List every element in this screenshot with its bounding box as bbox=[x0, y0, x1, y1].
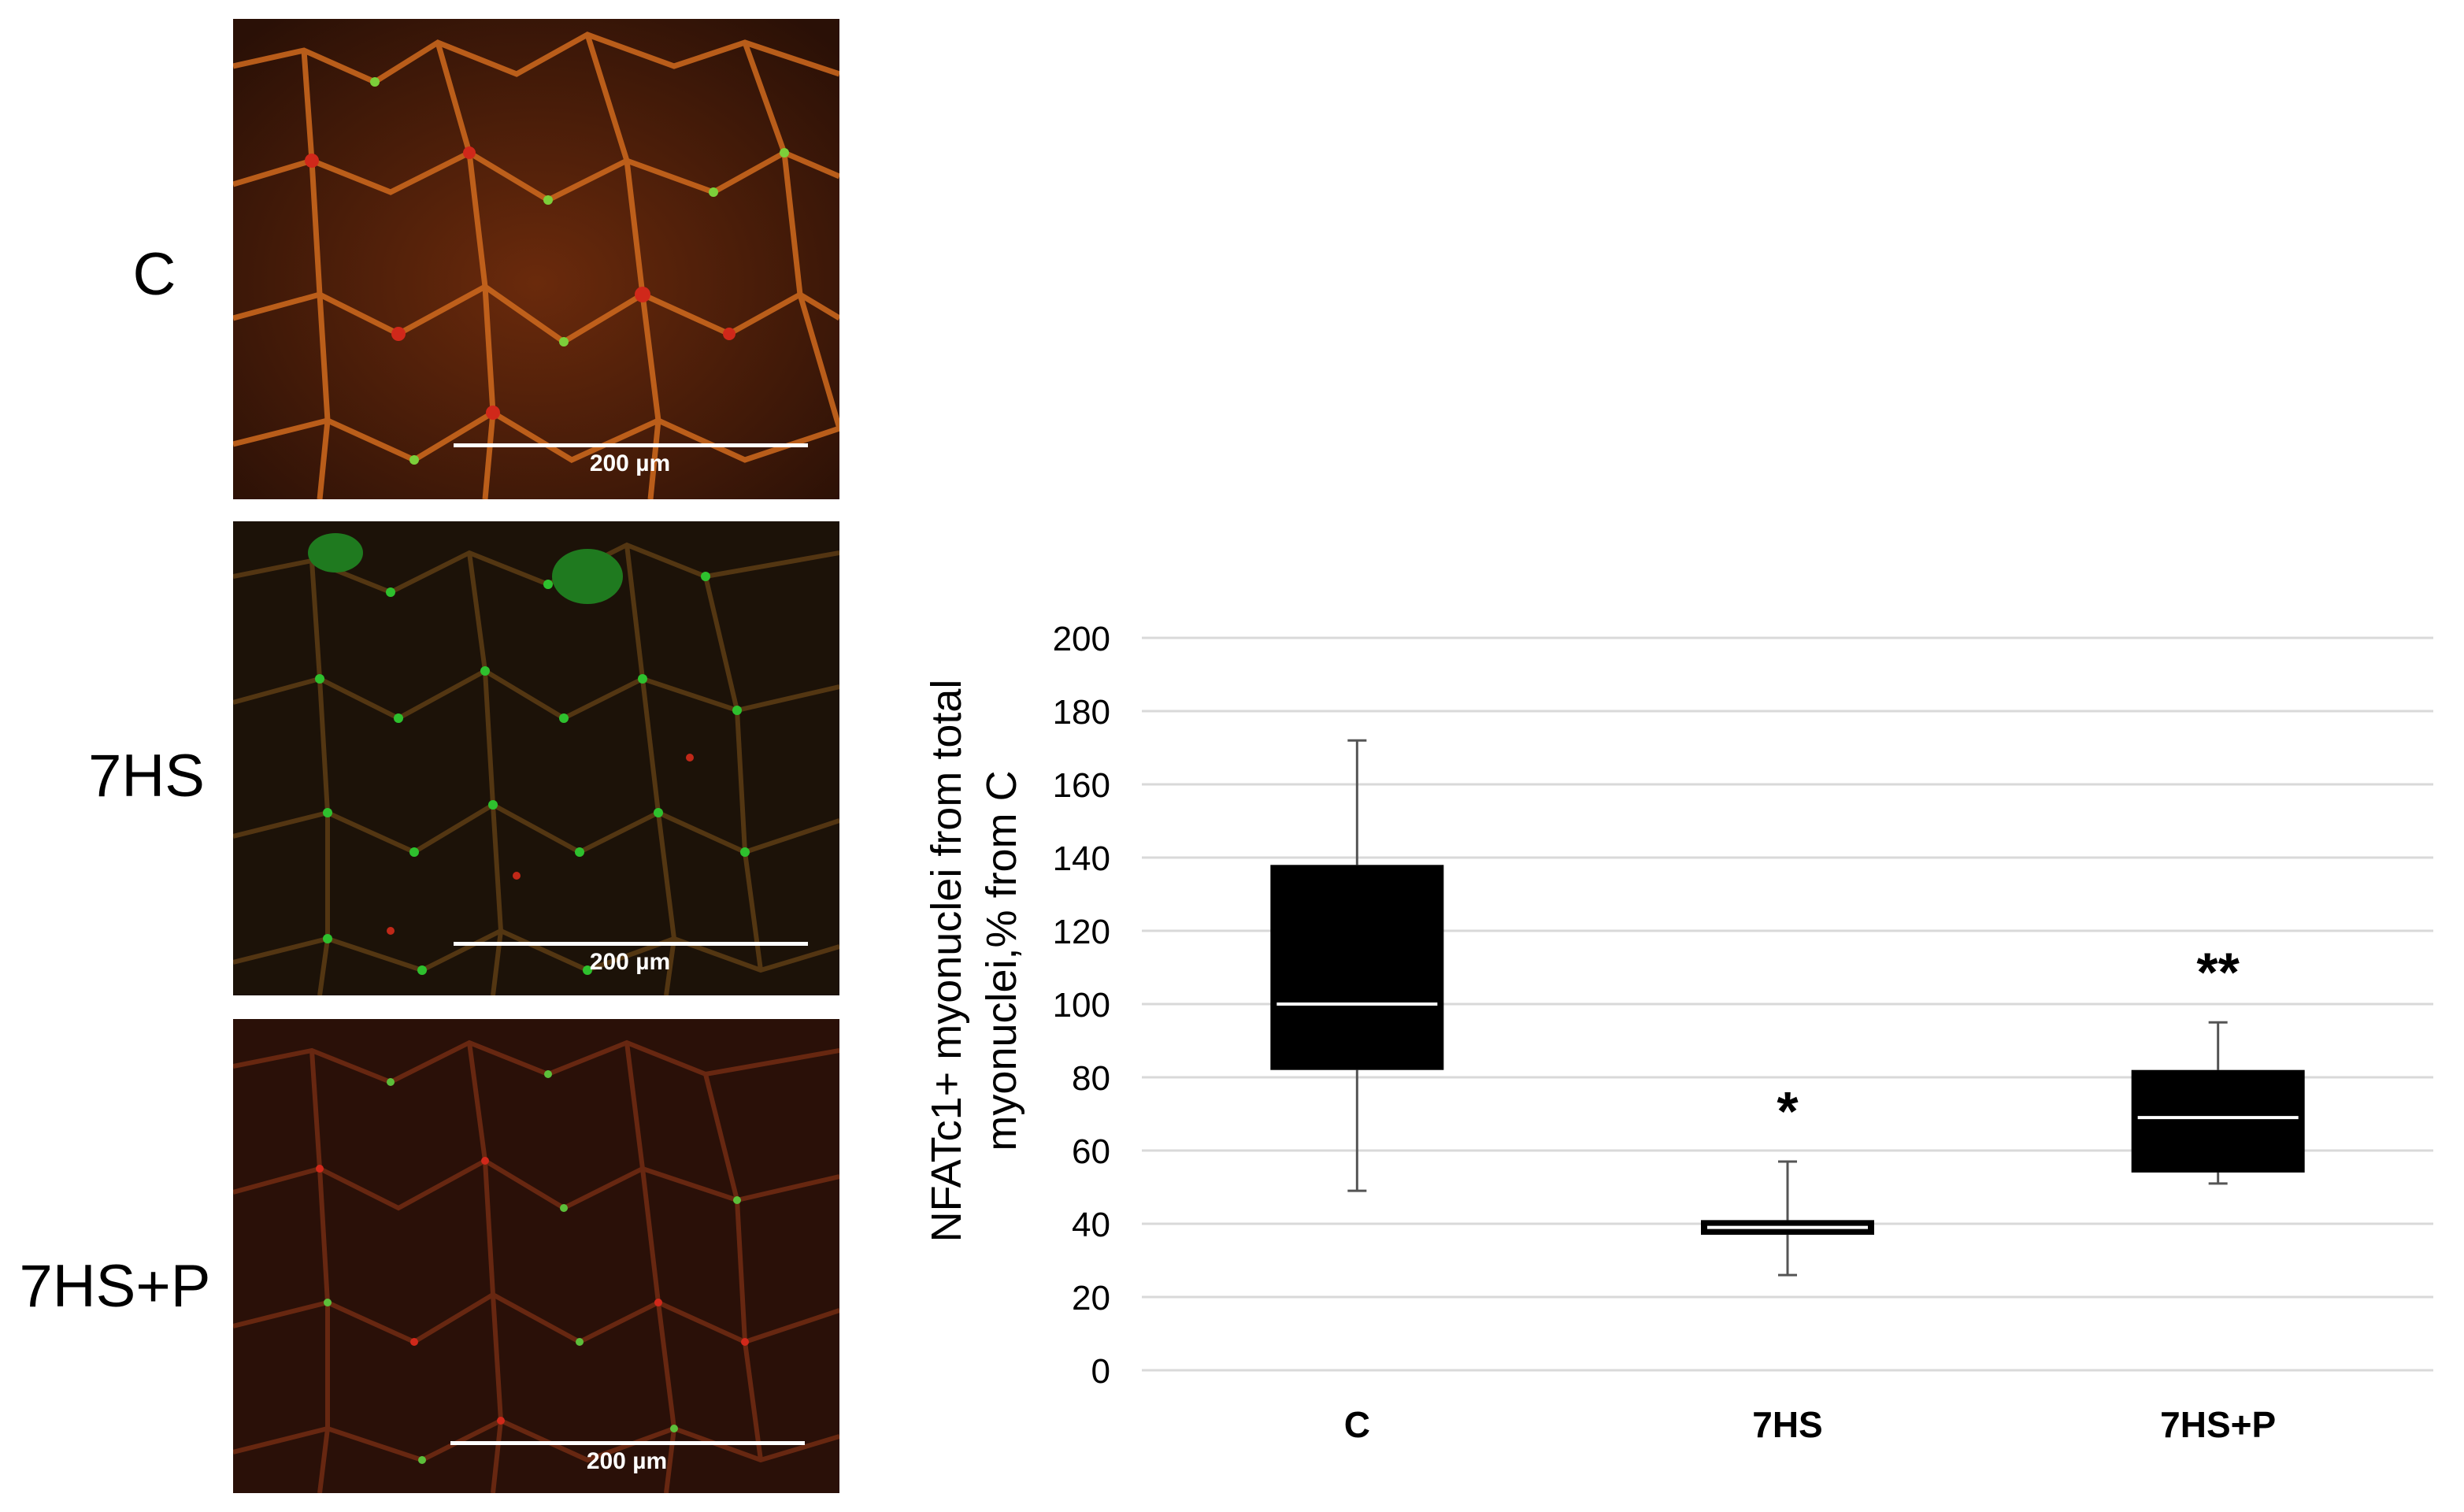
panel-label-7hsp: 7HS+P bbox=[19, 1253, 211, 1320]
significance-7hsp: ** bbox=[2196, 941, 2240, 1002]
panel-label-c: C bbox=[132, 241, 176, 308]
box-7hsp bbox=[2131, 1069, 2305, 1173]
y-tick-0: 0 bbox=[1091, 1352, 1110, 1391]
micrograph-c-image bbox=[233, 19, 839, 499]
y-tick-labels: 0 20 40 60 80 100 120 140 160 180 200 bbox=[1053, 620, 1110, 1391]
micrograph-7hs bbox=[233, 521, 839, 995]
scale-text-7hs: 200 µm bbox=[589, 949, 671, 975]
x-tick-7hsp: 7HS+P bbox=[2160, 1404, 2276, 1445]
y-tick-40: 40 bbox=[1072, 1206, 1110, 1244]
micrograph-c bbox=[233, 19, 839, 499]
panel-label-7hs: 7HS bbox=[88, 743, 205, 810]
micrograph-7hs-image bbox=[233, 521, 839, 995]
y-tick-80: 80 bbox=[1072, 1059, 1110, 1098]
scale-bar-c bbox=[454, 443, 808, 447]
y-tick-20: 20 bbox=[1072, 1279, 1110, 1317]
y-axis-title-line-2: myonuclei,% from C bbox=[978, 770, 1025, 1151]
micrograph-7hsp-image bbox=[233, 1019, 839, 1493]
y-axis-title-line-1: NFATc1+ myonuclei from total bbox=[923, 680, 970, 1243]
y-tick-120: 120 bbox=[1053, 913, 1110, 951]
y-tick-60: 60 bbox=[1072, 1132, 1110, 1171]
y-tick-100: 100 bbox=[1053, 986, 1110, 1025]
scale-text-c: 200 µm bbox=[589, 450, 671, 476]
y-tick-180: 180 bbox=[1053, 693, 1110, 732]
y-tick-200: 200 bbox=[1053, 620, 1110, 658]
x-tick-7hs: 7HS bbox=[1752, 1404, 1822, 1445]
box-plot-chart: NFATc1+ myonuclei from total myonuclei,%… bbox=[923, 620, 2433, 1445]
scale-bar-7hsp bbox=[450, 1441, 805, 1445]
micrograph-7hsp bbox=[233, 1019, 839, 1493]
y-tick-160: 160 bbox=[1053, 766, 1110, 805]
x-tick-c: C bbox=[1344, 1404, 1370, 1445]
boxes: *** bbox=[1270, 739, 2305, 1277]
scale-bar-7hs bbox=[454, 942, 808, 946]
scale-text-7hsp: 200 µm bbox=[586, 1448, 668, 1474]
y-tick-140: 140 bbox=[1053, 839, 1110, 878]
significance-7hs: * bbox=[1777, 1080, 1799, 1142]
x-tick-labels: C 7HS 7HS+P bbox=[1344, 1404, 2276, 1445]
box-c bbox=[1270, 865, 1444, 1070]
